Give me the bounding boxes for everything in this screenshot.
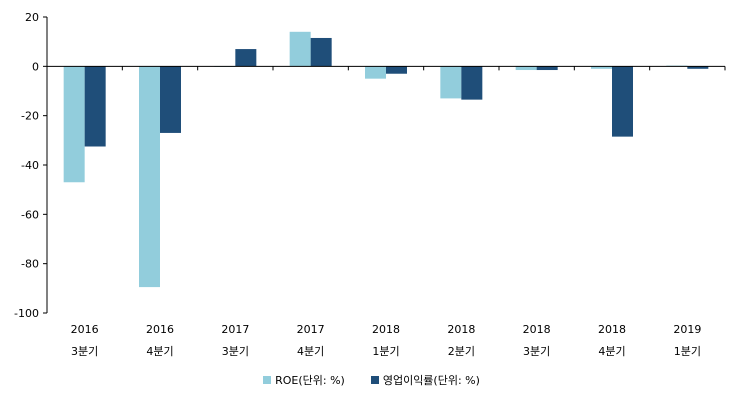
x-tick-quarter: 4분기 bbox=[297, 345, 324, 358]
bar-operating-margin bbox=[84, 66, 106, 147]
x-tick-quarter: 1분기 bbox=[674, 345, 701, 358]
y-tick-label: 20 bbox=[25, 11, 39, 24]
x-tick-year: 2018 bbox=[447, 323, 475, 336]
bars bbox=[63, 31, 709, 288]
y-axis: 20 0 -20 -40 -60 -80 -100 bbox=[14, 11, 48, 320]
x-tick-year: 2018 bbox=[598, 323, 626, 336]
bar-roe bbox=[63, 66, 85, 183]
y-tick-label: -80 bbox=[21, 258, 39, 271]
bar-operating-margin bbox=[687, 66, 709, 69]
bar-roe bbox=[440, 66, 462, 99]
x-tick-quarter: 4분기 bbox=[146, 345, 173, 358]
x-tick-year: 2016 bbox=[71, 323, 99, 336]
bar-operating-margin bbox=[235, 49, 257, 67]
x-tick-year: 2017 bbox=[297, 323, 325, 336]
y-tick-label: -100 bbox=[14, 307, 39, 320]
bar-roe bbox=[515, 66, 537, 71]
x-tick-year: 2016 bbox=[146, 323, 174, 336]
x-tick-quarter: 3분기 bbox=[222, 345, 249, 358]
x-axis: 2016 3분기 2016 4분기 2017 3분기 2017 4분기 2018 1분기 2018 2… bbox=[46, 65, 726, 358]
y-tick-label: -20 bbox=[21, 110, 39, 123]
bar-roe bbox=[365, 66, 386, 79]
y-tick-label: 0 bbox=[32, 60, 39, 73]
bar-roe bbox=[289, 31, 311, 67]
bar-operating-margin bbox=[386, 66, 407, 74]
bar-operating-margin bbox=[612, 66, 633, 137]
x-tick-quarter: 3분기 bbox=[523, 345, 550, 358]
legend-item-operating-margin: 영업이익률(단위: %) bbox=[370, 372, 480, 388]
y-tick-label: -60 bbox=[21, 208, 39, 221]
legend-swatch-roe bbox=[263, 376, 272, 384]
x-tick-year: 2019 bbox=[673, 323, 701, 336]
legend-swatch-operating-margin bbox=[370, 376, 379, 384]
y-tick-label: -40 bbox=[21, 159, 39, 172]
x-tick-year: 2017 bbox=[221, 323, 249, 336]
bar-operating-margin bbox=[461, 66, 483, 100]
bar-roe bbox=[591, 66, 612, 69]
bar-operating-margin bbox=[310, 37, 332, 67]
x-tick-year: 2018 bbox=[372, 323, 400, 336]
x-tick-quarter: 1분기 bbox=[372, 345, 399, 358]
x-tick-year: 2018 bbox=[523, 323, 551, 336]
x-tick-quarter: 4분기 bbox=[598, 345, 625, 358]
legend-item-roe: ROE(단위: %) bbox=[263, 372, 345, 388]
x-tick-quarter: 3분기 bbox=[71, 345, 98, 358]
bar-operating-margin bbox=[160, 66, 181, 133]
legend-label-roe: ROE(단위: %) bbox=[275, 374, 345, 387]
legend: ROE(단위: %) 영업이익률(단위: %) bbox=[0, 372, 743, 388]
legend-label-operating-margin: 영업이익률(단위: %) bbox=[382, 374, 480, 387]
bar-roe bbox=[139, 66, 160, 288]
x-tick-quarter: 2분기 bbox=[448, 345, 475, 358]
bar-operating-margin bbox=[536, 66, 558, 71]
